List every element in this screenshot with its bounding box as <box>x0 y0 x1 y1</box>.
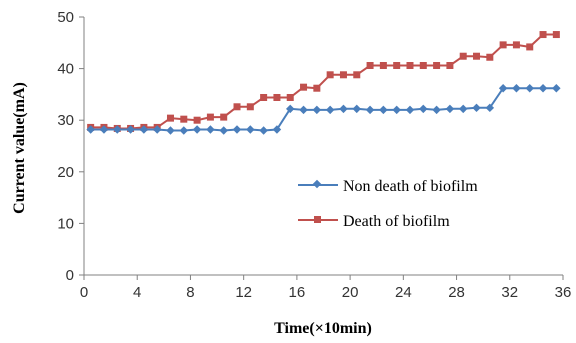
data-point <box>432 105 441 115</box>
data-point <box>379 105 388 115</box>
data-point <box>512 41 520 49</box>
x-tick-label: 24 <box>395 284 412 301</box>
data-point <box>538 83 548 93</box>
data-point <box>99 125 109 134</box>
data-point <box>259 126 268 135</box>
data-point <box>285 104 295 114</box>
x-tick-label: 36 <box>555 284 572 301</box>
legend-label-death: Death of biofilm <box>343 213 450 230</box>
data-point <box>366 62 374 70</box>
data-point <box>192 125 202 134</box>
data-point <box>220 113 228 121</box>
legend-item-death: Death of biofilm <box>298 213 450 230</box>
series-layer <box>86 31 561 135</box>
data-point <box>273 93 281 101</box>
data-point <box>126 125 135 134</box>
data-point <box>339 104 348 114</box>
data-point <box>260 93 268 101</box>
x-tick-label: 8 <box>186 284 194 301</box>
data-point <box>166 126 175 135</box>
data-point <box>339 71 347 79</box>
data-point <box>233 103 241 111</box>
x-tick-labels: 0 4 8 12 16 20 24 28 32 36 <box>80 284 572 301</box>
legend-label-non-death: Non death of biofilm <box>343 178 478 195</box>
data-point <box>473 52 481 60</box>
data-point <box>325 105 335 115</box>
data-point <box>419 104 428 114</box>
legend-item-non-death: Non death of biofilm <box>298 178 478 195</box>
data-point <box>232 125 242 134</box>
data-point <box>379 62 387 70</box>
data-point <box>206 113 214 121</box>
y-tick-label: 50 <box>57 9 74 26</box>
y-tick-label: 40 <box>57 61 74 78</box>
y-tick-label: 0 <box>66 267 74 284</box>
data-point <box>512 83 521 93</box>
data-point <box>526 43 534 51</box>
x-tick-label: 4 <box>133 284 141 301</box>
x-tick-label: 12 <box>235 284 252 301</box>
data-point <box>166 114 174 122</box>
data-point <box>458 104 468 114</box>
data-point <box>445 104 455 114</box>
y-tick-label: 20 <box>57 164 74 181</box>
data-point <box>286 93 294 101</box>
data-point <box>152 125 162 134</box>
data-point <box>525 83 534 93</box>
data-point <box>352 104 362 114</box>
data-point <box>300 83 308 91</box>
legend: Non death of biofilm Death of biofilm <box>298 178 478 230</box>
data-point <box>552 31 560 39</box>
series-line <box>90 33 557 130</box>
data-point <box>552 83 561 93</box>
data-point <box>485 103 495 113</box>
data-point <box>299 105 308 115</box>
data-point <box>392 105 401 115</box>
data-point <box>539 31 547 39</box>
data-point <box>193 116 201 124</box>
legend-marker-non-death <box>312 179 322 189</box>
data-point <box>499 41 507 49</box>
data-point <box>179 126 189 135</box>
y-tick-label: 10 <box>57 215 74 232</box>
data-point <box>219 126 228 135</box>
data-point <box>472 103 481 113</box>
data-point <box>446 62 454 70</box>
data-point <box>113 125 122 134</box>
data-point <box>312 105 322 115</box>
data-point <box>433 62 441 70</box>
x-tick-label: 32 <box>501 284 518 301</box>
x-tick-label: 16 <box>289 284 306 301</box>
x-tick-label: 0 <box>80 284 88 301</box>
y-tick-label: 30 <box>57 112 74 129</box>
data-point <box>406 62 414 70</box>
data-point <box>405 105 415 115</box>
x-axis-title: Time(×10min) <box>274 320 372 337</box>
data-point <box>419 62 427 70</box>
legend-marker-death <box>314 216 321 223</box>
data-point <box>206 125 215 134</box>
data-point <box>326 71 334 79</box>
x-tick-label: 20 <box>342 284 359 301</box>
data-point <box>393 62 401 70</box>
y-tick-labels: 0 10 20 30 40 50 <box>57 9 74 284</box>
data-point <box>180 115 188 123</box>
axes <box>79 16 564 280</box>
data-point <box>139 125 149 134</box>
y-axis-title: Current value(mA) <box>11 82 28 214</box>
data-point <box>365 105 375 115</box>
data-point <box>86 125 95 134</box>
data-point <box>313 84 321 92</box>
data-point <box>246 125 255 134</box>
x-tick-label: 28 <box>448 284 465 301</box>
data-point <box>498 83 508 93</box>
data-point <box>459 52 467 60</box>
data-point <box>486 53 494 61</box>
series-death <box>87 31 560 132</box>
data-point <box>246 103 254 111</box>
series-non-death <box>86 83 561 135</box>
data-point <box>353 71 361 79</box>
